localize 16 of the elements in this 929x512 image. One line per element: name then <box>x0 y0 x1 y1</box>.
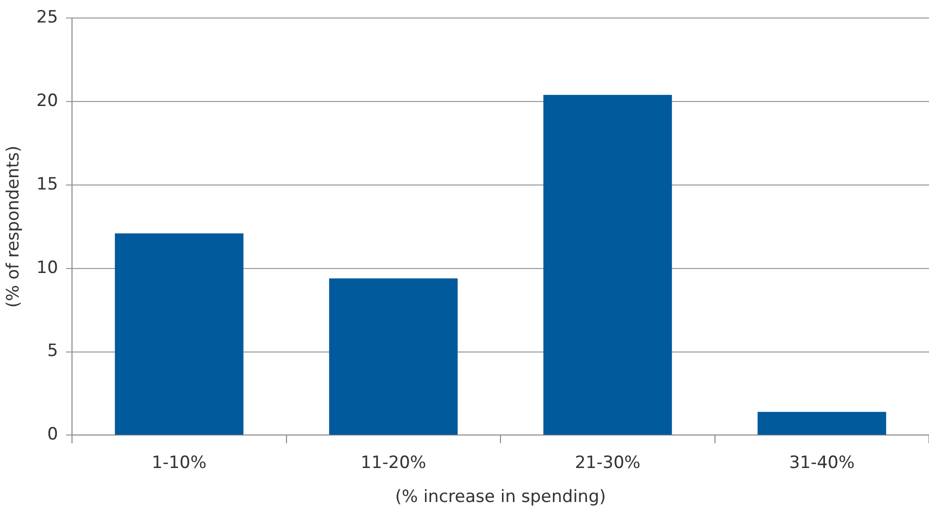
x-tick-label: 11-20% <box>360 452 426 473</box>
x-tick-label: 21-30% <box>574 452 640 473</box>
y-tick-label: 25 <box>36 8 58 28</box>
bar <box>543 94 672 435</box>
y-tick-label: 5 <box>47 341 58 362</box>
x-tick-label: 1-10% <box>152 452 207 473</box>
y-tick-label: 15 <box>36 174 58 194</box>
y-tick-label: 0 <box>47 424 58 445</box>
x-tick-label: 31-40% <box>789 452 855 473</box>
y-tick-label: 20 <box>36 91 58 112</box>
bar <box>758 412 886 435</box>
y-axis-title: (% of respondents) <box>4 146 24 308</box>
x-axis-title: (% increase in spending) <box>395 487 606 508</box>
bar <box>329 278 458 435</box>
y-tick-label: 10 <box>36 258 58 278</box>
bar <box>114 233 244 435</box>
